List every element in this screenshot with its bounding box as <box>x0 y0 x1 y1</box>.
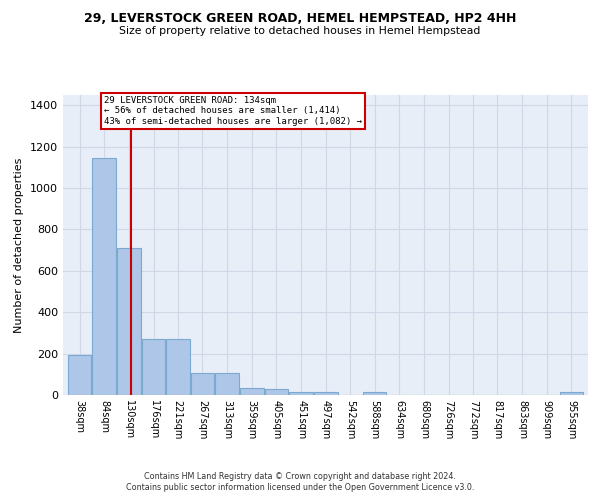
Bar <box>166 339 190 395</box>
Bar <box>289 392 313 395</box>
Bar <box>92 158 116 395</box>
Text: Contains HM Land Registry data © Crown copyright and database right 2024.: Contains HM Land Registry data © Crown c… <box>144 472 456 481</box>
Bar <box>142 339 166 395</box>
Bar <box>215 374 239 395</box>
Bar <box>191 374 214 395</box>
Bar <box>314 392 338 395</box>
Bar <box>240 388 263 395</box>
Bar <box>68 354 91 395</box>
Y-axis label: Number of detached properties: Number of detached properties <box>14 158 25 332</box>
Bar <box>363 392 386 395</box>
Text: 29 LEVERSTOCK GREEN ROAD: 134sqm
← 56% of detached houses are smaller (1,414)
43: 29 LEVERSTOCK GREEN ROAD: 134sqm ← 56% o… <box>104 96 362 126</box>
Text: 29, LEVERSTOCK GREEN ROAD, HEMEL HEMPSTEAD, HP2 4HH: 29, LEVERSTOCK GREEN ROAD, HEMEL HEMPSTE… <box>84 12 516 26</box>
Bar <box>117 248 140 395</box>
Bar <box>560 392 583 395</box>
Text: Contains public sector information licensed under the Open Government Licence v3: Contains public sector information licen… <box>126 484 474 492</box>
Text: Size of property relative to detached houses in Hemel Hempstead: Size of property relative to detached ho… <box>119 26 481 36</box>
Bar <box>265 389 288 395</box>
